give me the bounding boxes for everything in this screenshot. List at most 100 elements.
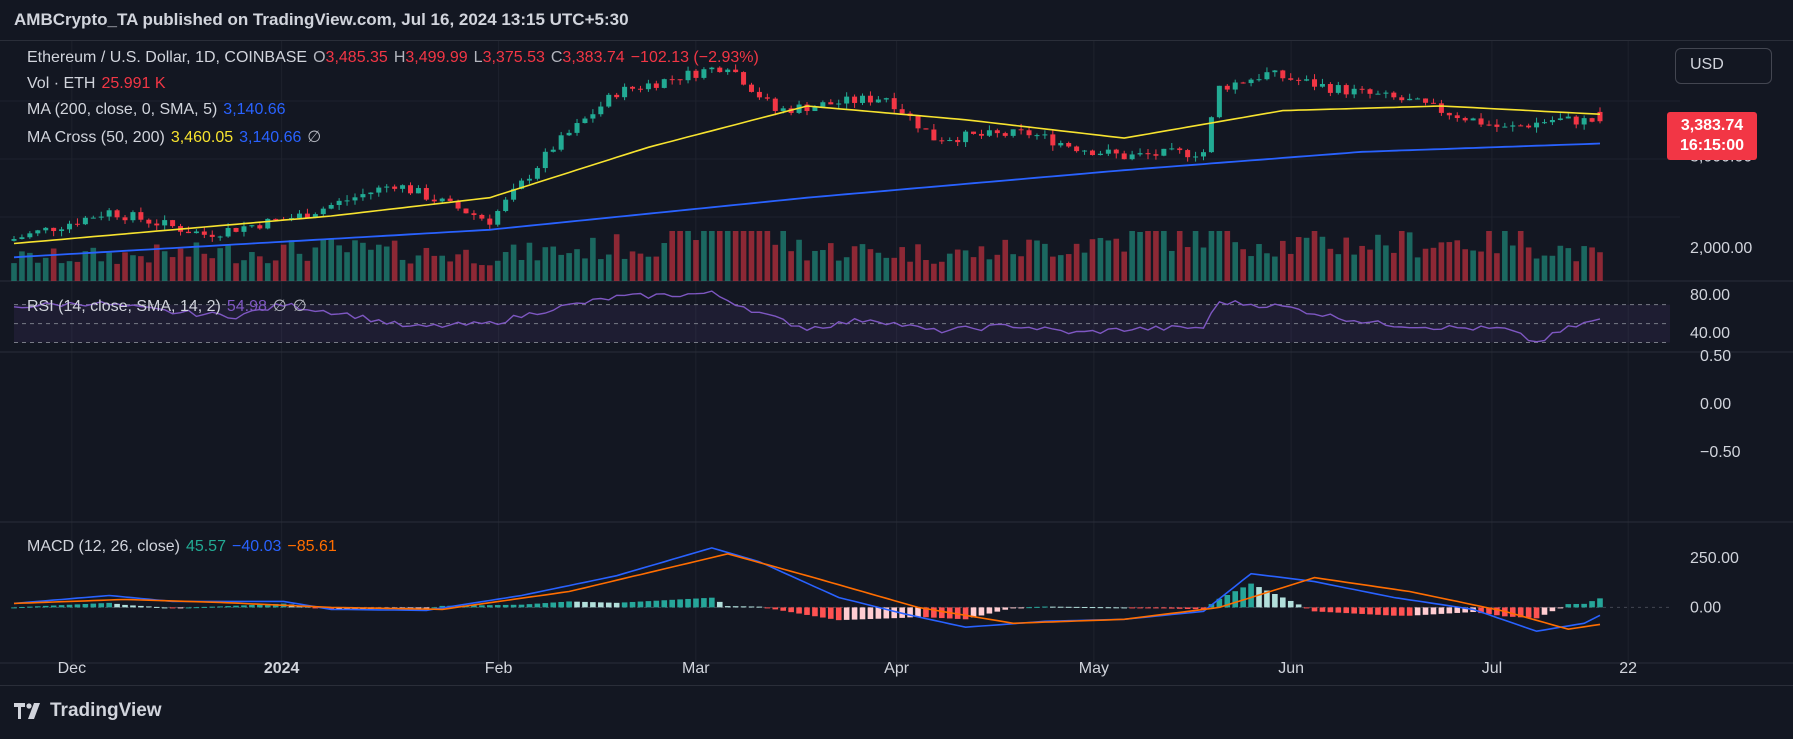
candle-body [74, 223, 80, 225]
candle-body [225, 227, 231, 237]
volume-bar [1176, 231, 1183, 281]
candle-body [899, 109, 905, 114]
time-axis-label: Jun [1278, 660, 1304, 677]
macd-label: MACD (12, 26, close) [27, 538, 180, 555]
symbol-legend[interactable]: Ethereum / U.S. Dollar, 1D, COINBASE O 3,4… [27, 49, 765, 67]
last-price: 3,383.74 [1680, 117, 1744, 134]
volume-bar [241, 260, 247, 281]
macd-hist-bar [209, 606, 216, 608]
candle-body [542, 151, 548, 169]
volume-bar [296, 253, 303, 281]
macd-hist-bar [709, 597, 715, 608]
candle-body [1446, 112, 1452, 116]
candle-body [947, 140, 953, 142]
volume-bar [1589, 247, 1595, 281]
currency-button[interactable]: USD [1675, 48, 1772, 84]
candle-body [526, 178, 532, 181]
close-value: 3,383.74 [562, 49, 625, 66]
macd-hist-bar [1200, 607, 1207, 610]
macd-hist-bar [653, 600, 660, 608]
candle-body [122, 217, 128, 221]
volume-bar [502, 252, 509, 281]
rsi-label: RSI (14, close, SMA, 14, 2) [27, 298, 221, 315]
volume-bar [1153, 231, 1159, 281]
volume-bar [1581, 246, 1587, 281]
macd-hist-bar [1240, 587, 1246, 608]
candle-body [677, 79, 683, 81]
macd-hist-bar [1081, 606, 1088, 608]
time-axis-label: Jul [1482, 660, 1502, 677]
candle-body [1312, 79, 1318, 87]
volume-bar [1129, 231, 1135, 281]
candle-body [867, 95, 873, 103]
volume-bar [534, 260, 541, 281]
candle-body [1454, 115, 1460, 119]
volume-bar [1502, 231, 1508, 281]
candle-body [1565, 116, 1571, 119]
chart-frame[interactable]: 3,000.002,000.00 80.00 40.00 0.50 0.00 −0.50 2… [0, 40, 1793, 686]
volume-bar [1280, 240, 1286, 281]
ma-legend[interactable]: MA (200, close, 0, SMA, 5) 3,140.66 [27, 101, 292, 119]
volume-bar [487, 265, 493, 281]
candle-body [146, 219, 152, 224]
candle-body [1129, 154, 1135, 160]
macd-hist-bar [566, 601, 572, 608]
tradingview-footer[interactable]: TradingView [14, 700, 162, 722]
macd-hist-bar [1525, 607, 1532, 618]
rsi-legend[interactable]: RSI (14, close, SMA, 14, 2) 54.98 ∅ ∅ [27, 296, 313, 316]
macd-legend[interactable]: MACD (12, 26, close) 45.57 −40.03 −85.61 [27, 538, 343, 556]
volume-bar [891, 257, 898, 281]
volume-bar [27, 252, 33, 281]
volume-bar [1422, 248, 1429, 281]
candle-body [106, 210, 112, 217]
macd-hist-bar [1018, 607, 1024, 609]
candle-body [915, 115, 921, 129]
macd-hist-bar [1398, 607, 1405, 616]
macd-hist-bar [598, 602, 604, 608]
high-value: 3,499.99 [405, 49, 468, 66]
volume-bar [1097, 237, 1104, 281]
macd-hist-bar [431, 607, 438, 609]
volume-bar [804, 260, 810, 281]
volume-bar [558, 254, 564, 281]
chart-canvas[interactable]: 3,000.002,000.00 80.00 40.00 0.50 0.00 −0.50 2… [0, 41, 1793, 687]
macd-hist-bar [122, 604, 128, 608]
volume-bar [1391, 252, 1397, 281]
volume-bar [233, 263, 239, 281]
macd-hist-bar [1145, 607, 1151, 609]
candle-body [1074, 146, 1080, 152]
macd-hist-bar [526, 604, 533, 608]
macd-hist-bar [637, 601, 644, 608]
macd-hist-bar [1573, 603, 1580, 608]
volume-bar [1121, 251, 1127, 281]
macd-hist-bar [58, 605, 65, 608]
macd-hist-bar [264, 604, 271, 608]
volume-bar [1549, 255, 1556, 281]
symbol-title[interactable]: Ethereum / U.S. Dollar, 1D, COINBASE [27, 49, 308, 66]
rsi-line [13, 290, 1601, 343]
volume-bar [1240, 249, 1246, 281]
macd-hist-bar [574, 601, 580, 608]
rsi-axis-label: 40.00 [1690, 325, 1730, 342]
macd-hist-bar [1517, 607, 1524, 618]
volume-legend[interactable]: Vol · ETH 25.991 K [27, 75, 172, 93]
volume-bar [1018, 256, 1024, 281]
volume-bar [1541, 255, 1548, 281]
ma-cross-legend[interactable]: MA Cross (50, 200) 3,460.05 3,140.66 ∅ [27, 127, 327, 147]
volume-bar [1216, 231, 1223, 281]
candle-body [392, 186, 398, 189]
macd-line-value: −40.03 [231, 538, 282, 555]
open-label: O [313, 49, 326, 66]
candle-body [1137, 153, 1143, 155]
candle-body [1383, 92, 1389, 94]
candle-body [1573, 116, 1579, 125]
candle-body [741, 72, 747, 85]
macd-hist-bar [1454, 607, 1461, 613]
macd-hist-bar [50, 605, 57, 608]
macd-hist-bar [1343, 607, 1350, 614]
candle-body [685, 70, 691, 81]
macd-hist-bar [1509, 607, 1516, 617]
macd-hist-bar [732, 606, 739, 608]
volume-bar [328, 239, 334, 281]
candle-body [233, 227, 239, 232]
